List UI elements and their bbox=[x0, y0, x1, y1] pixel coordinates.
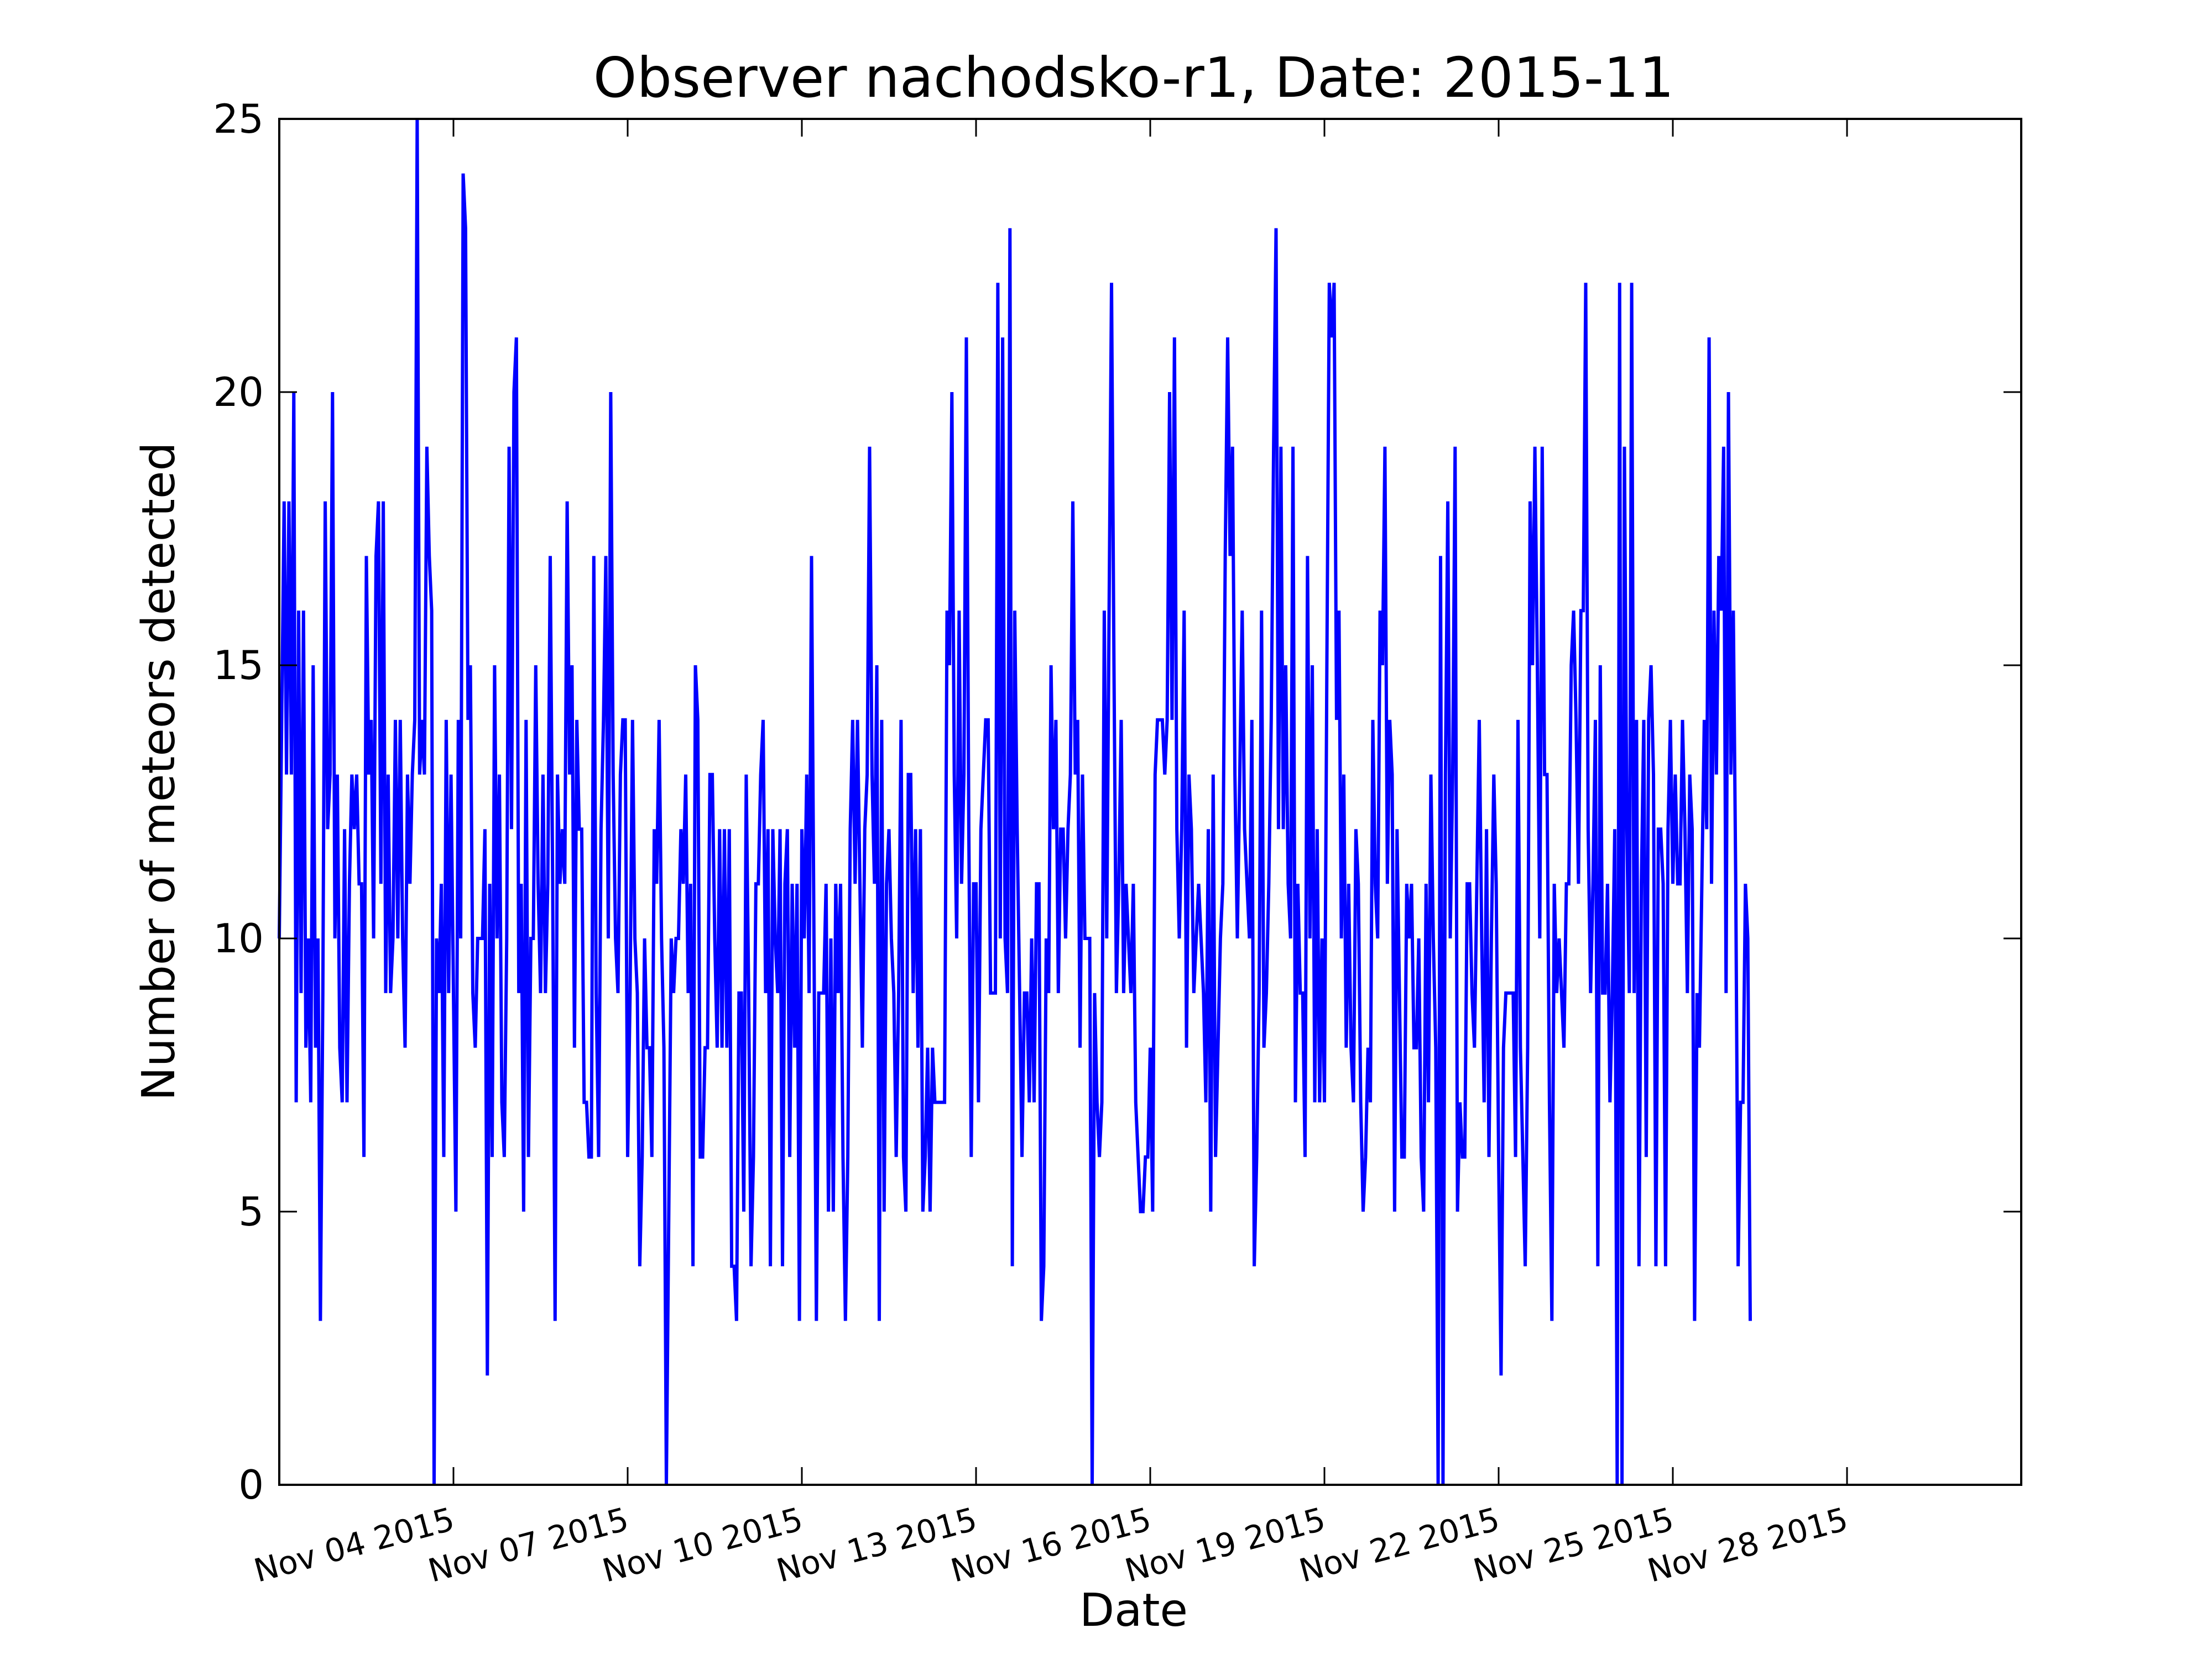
y-axis-label: Number of meteors detected bbox=[133, 442, 185, 1100]
y-tick-label: 15 bbox=[213, 642, 264, 688]
y-tick-label: 5 bbox=[238, 1188, 264, 1235]
x-tick-label: Nov 25 2015 bbox=[1469, 1500, 1677, 1590]
x-tick-label: Nov 10 2015 bbox=[598, 1500, 806, 1590]
y-tick-label: 20 bbox=[213, 369, 264, 415]
x-tick-label: Nov 19 2015 bbox=[1121, 1500, 1329, 1590]
y-tick-label: 0 bbox=[238, 1462, 264, 1508]
chart-title: Observer nachodsko-r1, Date: 2015-11 bbox=[593, 45, 1674, 110]
x-tick-label: Nov 16 2015 bbox=[947, 1500, 1155, 1590]
x-axis-label: Date bbox=[1079, 1584, 1188, 1637]
x-tick-label: Nov 28 2015 bbox=[1644, 1500, 1851, 1590]
x-tick-label: Nov 04 2015 bbox=[250, 1500, 458, 1590]
plot-frame bbox=[278, 118, 2022, 1486]
series-line-0 bbox=[278, 118, 1752, 1485]
y-tick-label: 25 bbox=[213, 96, 264, 142]
x-tick-label: Nov 22 2015 bbox=[1295, 1500, 1503, 1590]
x-tick-label: Nov 13 2015 bbox=[773, 1500, 980, 1590]
y-tick-label: 10 bbox=[213, 915, 264, 962]
x-tick-label: Nov 07 2015 bbox=[424, 1500, 632, 1590]
